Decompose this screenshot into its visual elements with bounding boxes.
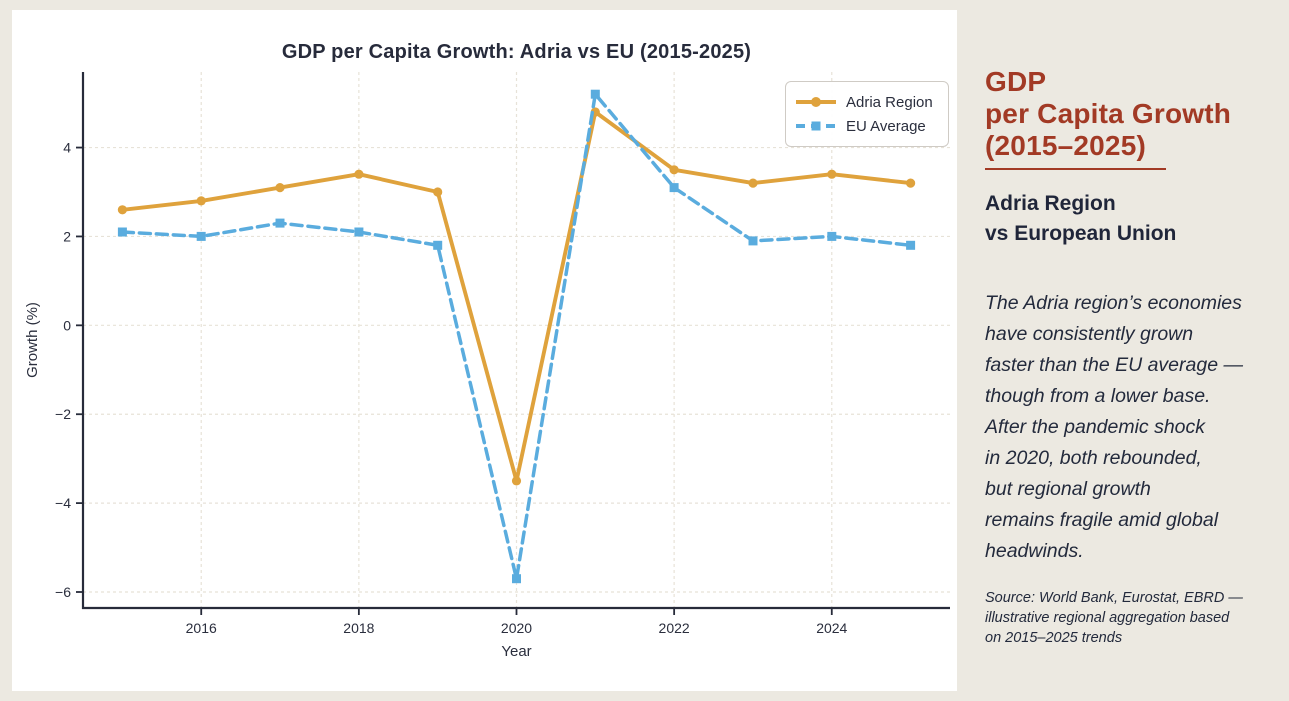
adria-data-point — [117, 205, 127, 215]
adria-data-point — [275, 183, 285, 193]
adria-data-point — [196, 196, 206, 206]
y-tick-label: 2 — [63, 228, 71, 244]
chart-title: GDP per Capita Growth: Adria vs EU (2015… — [281, 41, 752, 63]
eu-data-point — [590, 89, 600, 99]
legend-label-adria: Adria Region — [846, 93, 933, 111]
adria-data-point — [433, 187, 443, 197]
y-axis-label: Growth (%) — [24, 302, 41, 378]
legend-item-eu: EU Average — [796, 114, 938, 138]
y-tick-label: −2 — [55, 406, 71, 422]
eu-data-point — [354, 227, 364, 237]
legend-item-adria: Adria Region — [796, 90, 938, 114]
eu-data-point — [669, 183, 679, 193]
eu-dashed-line-marker-icon — [796, 121, 836, 131]
y-tick-label: −6 — [55, 584, 71, 600]
sidebar-body-text: The Adria region’s economies have consis… — [985, 292, 1243, 562]
eu-data-point — [512, 574, 521, 584]
x-tick-label: 2016 — [186, 620, 217, 636]
eu-data-point — [827, 231, 837, 241]
x-tick-label: 2020 — [501, 620, 532, 636]
eu-data-point — [275, 218, 285, 228]
adria-data-point — [669, 165, 679, 175]
legend-label-eu: EU Average — [846, 117, 926, 135]
y-tick-label: −4 — [55, 495, 71, 511]
eu-data-point — [117, 227, 127, 237]
adria-data-point — [827, 169, 837, 179]
x-tick-label: 2018 — [343, 620, 374, 636]
y-tick-label: 4 — [63, 140, 71, 156]
eu-data-point — [196, 231, 206, 241]
x-tick-label: 2022 — [659, 620, 690, 636]
chart-legend: Adria Region EU Average — [785, 81, 949, 147]
y-tick-label: 0 — [63, 317, 71, 333]
sidebar-accent-rule — [985, 168, 1166, 170]
adria-data-point — [906, 178, 916, 188]
sidebar-title: GDP per Capita Growth (2015–2025) — [985, 66, 1232, 161]
sidebar-subtitle: Adria Region vs European Union — [985, 192, 1177, 245]
x-tick-label: 2024 — [816, 620, 847, 636]
adria-data-point — [354, 169, 364, 179]
adria-line-marker-icon — [796, 97, 836, 107]
line-chart: 4 2 0 −2 −4 −6 2016 2018 2020 2022 2024 Year Growth … — [24, 72, 950, 660]
sidebar-source-text: Source: World Bank, Eurostat, EBRD — ill… — [985, 590, 1243, 646]
eu-series-line — [120, 92, 913, 581]
eu-data-point — [906, 240, 916, 250]
chart-panel: 4 2 0 −2 −4 −6 2016 2018 2020 2022 2024 Year Growth … — [12, 10, 957, 691]
eu-data-point — [748, 236, 758, 246]
x-axis-label: Year — [501, 643, 531, 660]
eu-data-point — [433, 240, 443, 250]
adria-data-point — [748, 178, 758, 188]
adria-data-point — [511, 476, 522, 486]
